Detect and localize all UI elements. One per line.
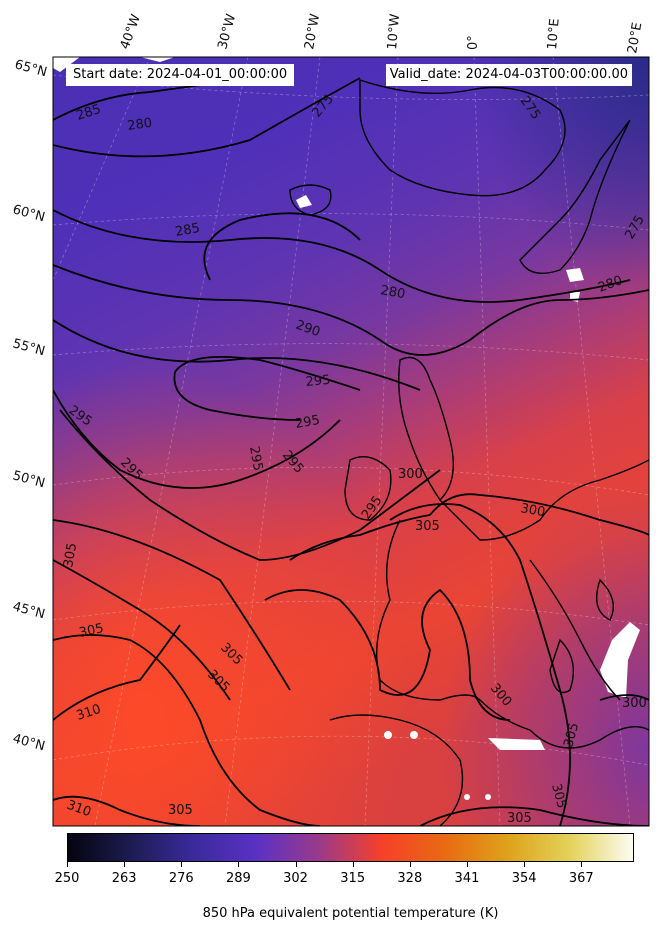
colorbar-tick-mark <box>352 862 354 867</box>
contour-label: 295 <box>305 373 331 390</box>
colorbar-tick-mark <box>124 862 126 867</box>
contour-label: 280 <box>379 283 406 302</box>
colorbar-tick-label: 367 <box>568 871 594 886</box>
contour-label: 305 <box>561 721 582 749</box>
contour-label: 280 <box>126 116 153 134</box>
graticule <box>53 57 649 826</box>
lat-label: 65°N <box>13 57 49 80</box>
lon-label: 40°W <box>118 12 144 51</box>
colorbar-tick-label: 328 <box>397 871 423 886</box>
contour-label: 295 <box>246 445 265 472</box>
colorbar-tick-mark <box>466 862 468 867</box>
contour-label: 305 <box>168 803 193 818</box>
colorbar-tick-mark <box>581 862 583 867</box>
contour-label: 295 <box>294 413 321 432</box>
colorbar-tick-mark <box>409 862 411 867</box>
lat-label: 45°N <box>11 599 47 622</box>
colorbar-tick-mark <box>67 862 68 867</box>
contour-label: 310 <box>75 702 103 724</box>
lon-label: 10°W <box>385 13 403 50</box>
colorbar-tick-mark <box>238 862 240 867</box>
contour-label: 285 <box>75 102 103 124</box>
contour-label: 305 <box>548 782 569 810</box>
valid-date-label: Valid_date: 2024-04-03T00:00:00.00 <box>385 64 632 86</box>
lat-label: 40°N <box>11 731 47 754</box>
colorbar-tick-label: 263 <box>111 871 137 886</box>
map-frame <box>52 56 650 827</box>
colorbar <box>67 833 634 862</box>
contour-label: 300 <box>519 501 546 520</box>
colorbar-tick-mark <box>181 862 183 867</box>
colorbar-tick-label: 354 <box>511 871 537 886</box>
colorbar-tick-label: 276 <box>168 871 194 886</box>
missing-data-patch <box>600 622 640 698</box>
contour-label: 305 <box>415 519 440 534</box>
colorbar-title: 850 hPa equivalent potential temperature… <box>202 906 499 921</box>
colorbar-tick-label: 250 <box>54 871 80 886</box>
colorbar-tick-label: 302 <box>283 871 308 886</box>
contour-label: 300 <box>398 467 423 482</box>
lon-label: 0° <box>466 35 481 50</box>
start-date-label: Start date: 2024-04-01_00:00:00 <box>66 64 295 86</box>
colorbar-tick-mark <box>524 862 526 867</box>
lon-label: 20°E <box>625 21 645 54</box>
colorbar-tick-label: 341 <box>454 871 480 886</box>
colorbar-tick-mark <box>295 862 297 867</box>
contour-label: 300 <box>622 696 647 711</box>
lat-label: 60°N <box>11 202 47 225</box>
contour-label: 305 <box>78 621 105 641</box>
lon-label: 20°W <box>302 13 323 51</box>
colorbar-tick-label: 315 <box>340 871 366 886</box>
lon-label: 10°E <box>545 18 563 50</box>
latitude-labels: 65°N 60°N 55°N 50°N 45°N 40°N <box>11 57 49 754</box>
contour-label: 285 <box>174 221 201 240</box>
contour-label: 305 <box>61 542 80 569</box>
lat-label: 50°N <box>11 468 47 491</box>
contour-label: 305 <box>507 811 532 826</box>
lat-label: 55°N <box>11 336 47 359</box>
contour-lines <box>53 77 649 826</box>
coastlines <box>289 79 649 826</box>
lon-label: 30°W <box>215 12 239 51</box>
longitude-labels: 40°W 30°W 20°W 10°W 0° 10°E 20°E <box>118 12 646 54</box>
temperature-field: 285 280 275 275 275 285 280 280 290 295 … <box>53 57 649 826</box>
colorbar-tick-label: 289 <box>225 871 251 886</box>
